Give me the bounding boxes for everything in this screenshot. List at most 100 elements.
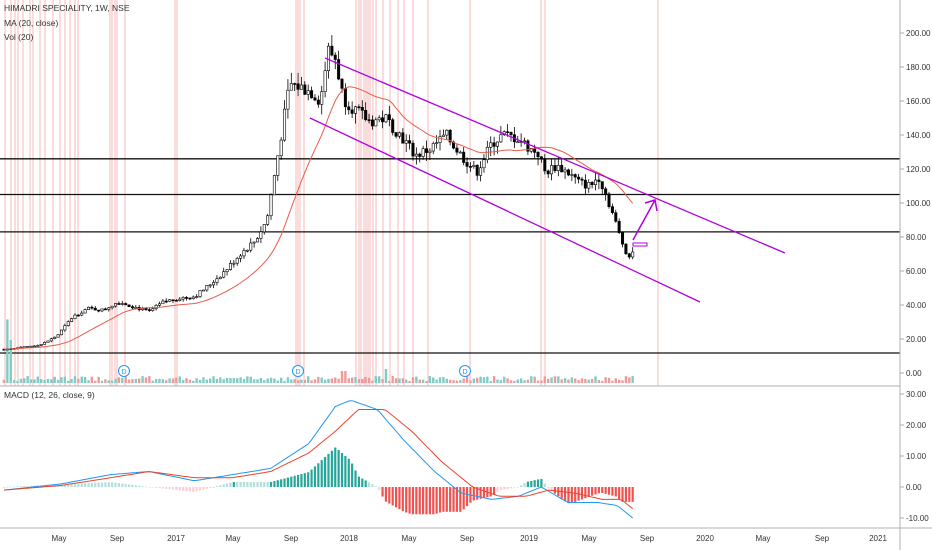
candle-body bbox=[354, 106, 358, 114]
volume-bar bbox=[398, 378, 401, 383]
time-tick-label: May bbox=[225, 534, 240, 543]
candle-body bbox=[621, 232, 625, 245]
volume-bar bbox=[310, 380, 313, 383]
macd-hist-bar bbox=[84, 483, 87, 487]
candle-body bbox=[607, 193, 611, 207]
macd-hist-bar bbox=[378, 487, 381, 491]
time-tick-label: May bbox=[401, 534, 416, 543]
macd-hist-bar bbox=[618, 487, 621, 500]
volume-bar bbox=[503, 376, 506, 383]
volume-bar bbox=[570, 377, 574, 383]
price-channel bbox=[309, 57, 786, 303]
dividend-marker-label: D bbox=[121, 369, 126, 376]
candle-body bbox=[485, 146, 489, 161]
volume-bar bbox=[208, 378, 212, 383]
volume-bar bbox=[313, 379, 317, 383]
candle-body bbox=[475, 164, 479, 176]
candle-body bbox=[289, 83, 293, 91]
macd-hist-bar bbox=[611, 487, 614, 496]
candle-body bbox=[87, 306, 91, 310]
candle-body bbox=[499, 134, 503, 143]
candle-body bbox=[171, 299, 175, 302]
macd-hist-bar bbox=[391, 487, 394, 506]
candle-body bbox=[465, 162, 469, 167]
dividend-marker[interactable] bbox=[118, 365, 130, 377]
volume-bar bbox=[614, 378, 617, 383]
macd-hist-bar bbox=[624, 487, 628, 502]
candle-body bbox=[303, 84, 307, 95]
volume-bar bbox=[114, 378, 117, 383]
candle-body bbox=[272, 175, 276, 196]
macd-hist-bar bbox=[631, 487, 634, 502]
macd-hist-bar bbox=[215, 486, 219, 487]
volume-bar bbox=[465, 376, 469, 383]
macd-hist-bar bbox=[121, 483, 124, 487]
candle-body bbox=[364, 110, 368, 120]
candle-body bbox=[604, 188, 608, 195]
ma-line bbox=[3, 86, 634, 350]
volume-bar bbox=[607, 377, 611, 383]
dividend-marker[interactable] bbox=[459, 365, 471, 377]
macd-hist-bar bbox=[239, 482, 242, 487]
volume-bar bbox=[587, 379, 590, 383]
macd-hist-bar bbox=[367, 482, 371, 487]
volume-bar bbox=[574, 378, 577, 383]
candle-body bbox=[185, 297, 189, 299]
volume-bar bbox=[530, 376, 533, 383]
volume-bar bbox=[459, 380, 462, 383]
candle-body bbox=[384, 114, 388, 123]
volume-bar bbox=[435, 379, 438, 383]
macd-hist-bar bbox=[422, 487, 425, 515]
volume-bar bbox=[171, 378, 175, 383]
macd-hist-bar bbox=[195, 487, 198, 492]
volume-bar bbox=[364, 377, 367, 383]
candle-body bbox=[242, 250, 246, 257]
volume-bar bbox=[60, 377, 63, 383]
macd-legend: MACD (12, 26, close, 9) bbox=[4, 390, 95, 400]
macd-hist-bar bbox=[212, 487, 215, 488]
macd-hist-bar bbox=[205, 487, 208, 489]
macd-hist-bar bbox=[131, 484, 134, 487]
projection-arrow bbox=[632, 199, 658, 241]
macd-line bbox=[3, 400, 634, 519]
volume-bars bbox=[2, 319, 634, 383]
candle-body bbox=[421, 148, 425, 157]
price-tick-label: 0.00 bbox=[906, 369, 922, 378]
volume-bar bbox=[472, 378, 476, 383]
volume-bar bbox=[148, 376, 151, 383]
volume-bar bbox=[266, 378, 269, 383]
volume-bar bbox=[347, 378, 350, 383]
candle-body bbox=[468, 166, 472, 168]
macd-tick-label: 30.00 bbox=[906, 390, 927, 399]
dividend-marker-label: D bbox=[295, 369, 300, 376]
volume-bar bbox=[611, 380, 614, 383]
macd-hist-bar bbox=[111, 482, 114, 487]
candle-body bbox=[110, 305, 114, 309]
macd-hist-bar bbox=[455, 487, 459, 512]
macd-hist-bar bbox=[533, 480, 536, 487]
volume-bar bbox=[9, 339, 12, 383]
volume-bar bbox=[489, 380, 492, 383]
candle-body bbox=[340, 78, 344, 89]
volume-bar bbox=[293, 379, 296, 383]
macd-hist-bar bbox=[628, 487, 631, 502]
candle-body bbox=[215, 278, 219, 283]
macd-hist-bar bbox=[80, 483, 83, 487]
price-tick-label: 160.00 bbox=[906, 97, 931, 106]
volume-bar bbox=[327, 378, 330, 383]
volume-bar bbox=[317, 376, 320, 383]
candle-body bbox=[316, 99, 320, 105]
candle-body bbox=[235, 258, 239, 264]
macd-hist-bar bbox=[601, 487, 604, 493]
price-tick-label: 200.00 bbox=[906, 29, 931, 38]
macd-hist-bar bbox=[26, 485, 29, 487]
volume-bar bbox=[631, 376, 634, 383]
volume-bar bbox=[563, 378, 567, 383]
macd-hist-bar bbox=[9, 486, 12, 488]
dividend-marker[interactable] bbox=[292, 365, 304, 377]
volume-bar bbox=[506, 378, 509, 383]
candle-body bbox=[76, 314, 80, 317]
candle-body bbox=[130, 306, 134, 309]
